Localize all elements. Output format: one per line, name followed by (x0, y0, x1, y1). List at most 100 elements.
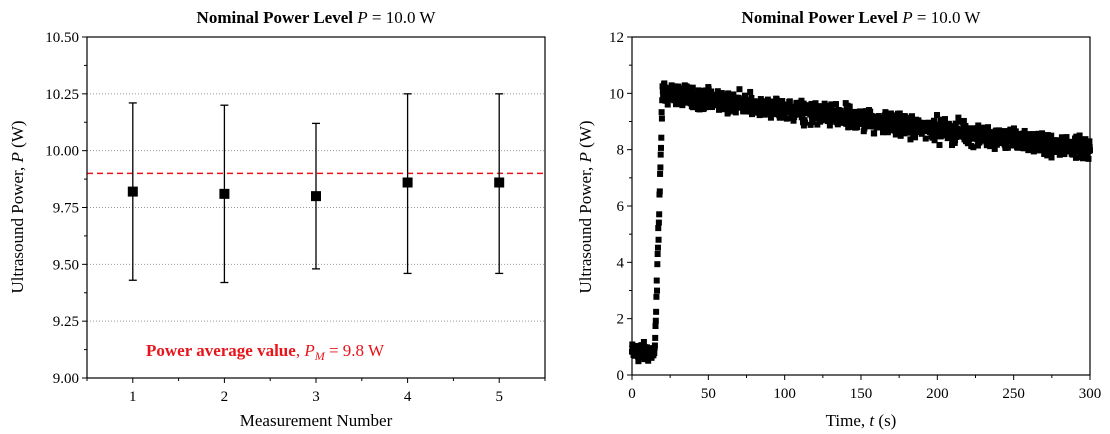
right-data-point (656, 211, 663, 218)
right-data-point (827, 118, 834, 125)
right-data-point (780, 114, 787, 121)
right-data-point (653, 277, 660, 284)
right-data-point (654, 287, 661, 294)
right-data-point (645, 357, 652, 364)
right-data-point (1004, 144, 1011, 151)
right-data-point (779, 98, 786, 105)
right-data-point (879, 129, 886, 136)
right-data-point (823, 106, 830, 113)
right-data-point (986, 138, 993, 145)
right-data-point (657, 170, 664, 177)
right-data-point (652, 323, 659, 330)
right-data-point (708, 104, 715, 111)
right-data-point (871, 130, 878, 137)
right-data-point (690, 104, 697, 111)
right-data-point (732, 109, 739, 116)
right-data-point (873, 124, 880, 131)
right-data-point (940, 120, 947, 127)
right-data-point (922, 135, 929, 142)
right-data-point (696, 106, 703, 113)
right-data-point (766, 108, 773, 115)
right-data-point (985, 124, 992, 131)
right-data-point (1023, 131, 1030, 138)
right-data-point (896, 110, 903, 117)
right-data-point (656, 188, 663, 195)
right-data-point (790, 117, 797, 124)
right-data-point (974, 142, 981, 149)
left-y-tick-label: 9.50 (53, 257, 79, 273)
left-errorbars (128, 93, 504, 284)
right-data-point (809, 119, 816, 126)
right-data-point (828, 105, 835, 112)
right-data-point (783, 115, 790, 122)
right-data-point (655, 219, 662, 226)
right-data-point (970, 144, 977, 151)
right-data-point (714, 88, 721, 95)
right-data-point (834, 121, 841, 128)
left-x-tick-label: 2 (221, 389, 229, 405)
right-data-point (1041, 151, 1048, 158)
right-data-point (828, 101, 835, 108)
right-x-tick-label: 0 (628, 386, 636, 402)
right-data-point (695, 87, 702, 94)
right-x-tick-label: 50 (701, 386, 716, 402)
right-x-tick-label: 300 (1079, 386, 1102, 402)
right-data-point (845, 124, 852, 131)
right-chart-title: Nominal Power Level P = 10.0 W (742, 8, 982, 27)
right-data-point (941, 116, 948, 123)
right-data-point (719, 106, 726, 113)
left-x-axis-label: Measurement Number (240, 411, 393, 430)
right-data-point (851, 108, 858, 115)
right-data-point (698, 101, 705, 108)
right-x-tick-label: 250 (1002, 386, 1025, 402)
right-data-point (654, 244, 661, 251)
right-data-point (1082, 136, 1089, 143)
right-data-point (962, 122, 969, 129)
right-data-point (1039, 132, 1046, 139)
right-data-point (896, 129, 903, 136)
right-y-tick-label: 0 (617, 368, 625, 384)
right-data-point (1086, 138, 1093, 145)
left-data-point (402, 177, 413, 188)
right-data-point (800, 100, 807, 107)
right-points (629, 80, 1093, 365)
right-x-tick-label: 200 (926, 386, 949, 402)
right-data-point (991, 145, 998, 152)
right-data-point (1035, 130, 1042, 137)
right-x-ticks: 0 50 100 150 200 250 300 (628, 375, 1101, 402)
right-data-point (773, 96, 780, 103)
right-data-point (748, 94, 755, 101)
right-data-point (936, 141, 943, 148)
left-y-axis-label: Ultrasound Power, P (W) (8, 120, 27, 293)
right-data-point (1008, 137, 1015, 144)
left-y-tick-label: 10.25 (45, 87, 79, 103)
right-data-point (859, 113, 866, 120)
left-x-tick-label: 1 (129, 389, 137, 405)
right-data-point (808, 100, 815, 107)
average-value-annotation: Power average value, PM = 9.8 W (146, 341, 385, 363)
right-data-point (1085, 155, 1092, 162)
right-data-point (767, 114, 774, 121)
right-data-point (882, 109, 889, 116)
left-x-tick-label: 4 (404, 389, 412, 405)
left-chart: Nominal Power Level P = 10.0 W 1 2 3 4 5 9.0… (8, 8, 546, 430)
right-data-point (658, 115, 665, 122)
left-y-ticks: 9.00 9.25 9.50 9.75 10.00 10.25 10.50 (45, 30, 87, 387)
left-x-ticks: 1 2 3 4 5 (86, 378, 546, 405)
right-y-tick-label: 2 (617, 312, 625, 328)
right-data-point (652, 334, 659, 341)
right-data-point (632, 342, 639, 349)
right-data-point (747, 88, 754, 95)
right-chart: Nominal Power Level P = 10.0 W 0 50 100 150… (576, 8, 1101, 430)
right-y-tick-label: 10 (609, 86, 624, 102)
right-data-point (1048, 132, 1055, 139)
left-data-point (494, 177, 505, 188)
right-data-point (1044, 132, 1051, 139)
right-data-point (836, 117, 843, 124)
right-data-point (742, 108, 749, 115)
right-data-point (654, 261, 661, 268)
left-x-tick-label: 3 (312, 389, 320, 405)
right-y-ticks: 0 2 4 6 8 10 12 (609, 30, 632, 384)
right-data-point (654, 251, 661, 258)
right-data-point (741, 92, 748, 99)
